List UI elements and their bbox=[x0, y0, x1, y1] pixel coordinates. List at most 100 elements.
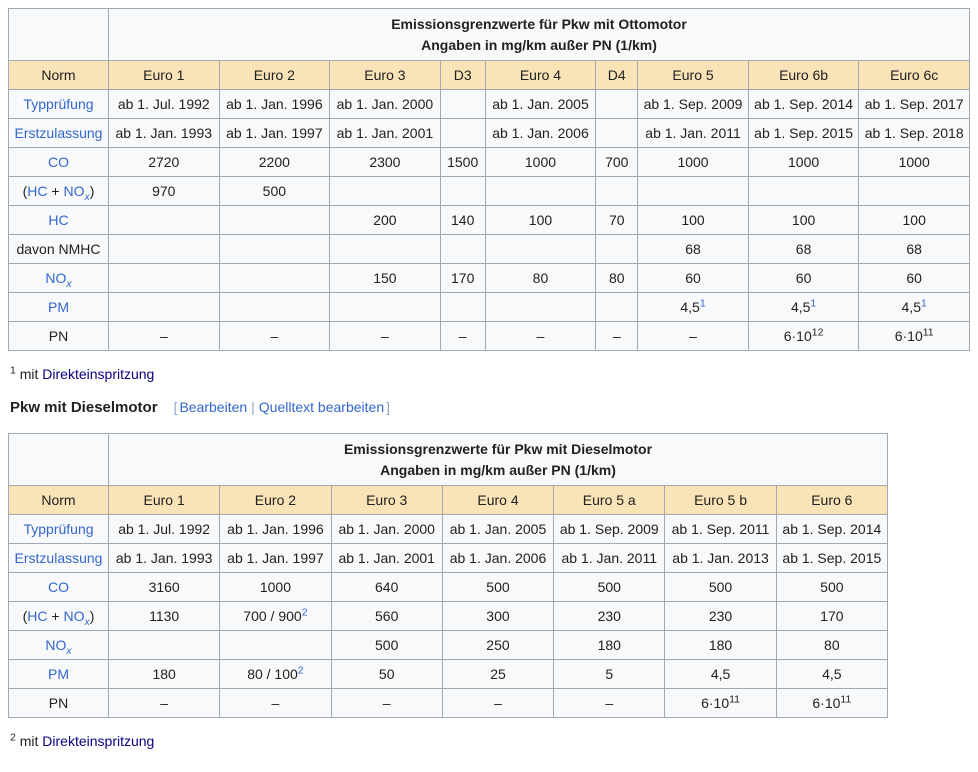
table-cell: ab 1. Jul. 1992 bbox=[108, 89, 220, 119]
erstzulassung-link[interactable]: Erstzulassung bbox=[14, 125, 103, 141]
page-content: Emissionsgrenzwerte für Pkw mit Ottomoto… bbox=[8, 8, 970, 749]
table-cell: – bbox=[595, 321, 639, 351]
row-erstzulassung: Erstzulassung ab 1. Jan. 1993 ab 1. Jan. 1… bbox=[8, 543, 889, 573]
table-cell bbox=[595, 89, 639, 119]
nox-link[interactable]: x bbox=[84, 615, 90, 628]
text-segment: 4,5 bbox=[680, 299, 700, 315]
table-cell: 700 / 9002 bbox=[219, 601, 332, 631]
column-header-euro-2: Euro 2 bbox=[219, 485, 332, 515]
table-cell: 300 bbox=[441, 601, 555, 631]
footnote-ref-2[interactable]: 2 bbox=[297, 664, 304, 677]
superscript: 2 bbox=[302, 606, 308, 618]
table-cell: 4,51 bbox=[858, 292, 970, 322]
table-cell: ab 1. Jan. 2001 bbox=[329, 118, 441, 148]
erstzulassung-link[interactable]: Erstzulassung bbox=[14, 550, 103, 566]
direkteinspritzung-link[interactable]: Direkteinspritzung bbox=[42, 366, 155, 382]
table-cell: 200 bbox=[329, 205, 441, 235]
column-header-euro-6: Euro 6 bbox=[775, 485, 889, 515]
table-cell: 1000 bbox=[858, 147, 970, 177]
column-header-euro-4: Euro 4 bbox=[484, 60, 597, 90]
table-corner-cell bbox=[8, 8, 109, 61]
subscript: x bbox=[84, 616, 89, 628]
nox-link[interactable]: NO bbox=[63, 183, 85, 199]
table-cell: ab 1. Jan. 2013 bbox=[664, 543, 777, 573]
table-cell: 5 bbox=[553, 659, 666, 689]
table-cell: – bbox=[637, 321, 749, 351]
nox-link[interactable]: NO bbox=[45, 270, 67, 286]
pm-link[interactable]: PM bbox=[48, 666, 69, 682]
row-pn: PN – – – – – – –6·1012 6·1011 bbox=[8, 321, 970, 351]
co-link[interactable]: CO bbox=[48, 154, 69, 170]
co-link[interactable]: CO bbox=[48, 579, 69, 595]
edit-link[interactable]: Bearbeiten bbox=[179, 399, 248, 415]
table-cell bbox=[439, 292, 486, 322]
direkteinspritzung-link[interactable]: Direkteinspritzung bbox=[42, 733, 155, 749]
norm-header-row: Norm Euro 1 Euro 2 Euro 3 D3 Euro 4 D4 Euro 5 Eu… bbox=[8, 60, 970, 90]
table-title-line2: Angaben in mg/km außer PN (1/km) bbox=[380, 461, 616, 478]
table-cell: ab 1. Jan. 2006 bbox=[484, 118, 597, 148]
row-typpruefung: Typprüfung ab 1. Jul. 1992 ab 1. Jan. 1996… bbox=[8, 89, 970, 119]
footnote-ref-2[interactable]: 2 bbox=[301, 606, 308, 619]
footnote-otto: 1 mit Direkteinspritzung bbox=[10, 364, 970, 382]
nox-link[interactable]: x bbox=[84, 190, 90, 203]
table-cell: 60 bbox=[858, 263, 970, 293]
table-cell: 500 bbox=[553, 572, 666, 602]
nox-link[interactable]: NO bbox=[45, 637, 67, 653]
table-cell: ab 1. Sep. 2017 bbox=[858, 89, 970, 119]
hc-link[interactable]: HC bbox=[27, 183, 48, 199]
footnote-ref-1[interactable]: 1 bbox=[699, 297, 706, 310]
text-segment: ( bbox=[22, 608, 28, 624]
row-label: Typprüfung bbox=[8, 514, 109, 544]
table-cell bbox=[858, 176, 970, 206]
row-nox: NOx 500 250 180 180 80 bbox=[8, 630, 889, 660]
table-cell: 500 bbox=[775, 572, 889, 602]
nox-link[interactable]: NO bbox=[63, 608, 85, 624]
table-cell: – bbox=[108, 321, 220, 351]
hc-link[interactable]: HC bbox=[48, 212, 69, 228]
table-cell: ab 1. Sep. 2009 bbox=[637, 89, 749, 119]
footnote-ref-1[interactable]: 1 bbox=[810, 297, 817, 310]
table-cell: 68 bbox=[858, 234, 970, 264]
table-cell: 230 bbox=[553, 601, 666, 631]
row-label: Typprüfung bbox=[8, 89, 109, 119]
table-cell: ab 1. Sep. 2009 bbox=[553, 514, 666, 544]
row-label: PM bbox=[8, 292, 109, 322]
table-cell bbox=[218, 234, 331, 264]
pm-link[interactable]: PM bbox=[48, 299, 69, 315]
table-cell: ab 1. Jan. 1997 bbox=[218, 118, 331, 148]
nox-link[interactable]: x bbox=[66, 644, 72, 657]
column-header-euro-3: Euro 3 bbox=[330, 485, 443, 515]
table-cell: 170 bbox=[439, 263, 486, 293]
table-cell: 970 bbox=[108, 176, 220, 206]
table-cell: 250 bbox=[441, 630, 555, 660]
edit-source-link[interactable]: Quelltext bearbeiten bbox=[258, 399, 385, 415]
column-header-euro-3: Euro 3 bbox=[329, 60, 441, 90]
row-co: CO 2720 2200 2300 1500 1000 700 1000 1000 1000 bbox=[8, 147, 970, 177]
text-segment: 4,5 bbox=[901, 299, 921, 315]
subscript: x bbox=[66, 645, 71, 657]
text-segment: 80 / 100 bbox=[247, 666, 298, 682]
text-segment: ( bbox=[22, 183, 28, 199]
norm-header-cell: Norm bbox=[8, 60, 109, 90]
row-label: HC bbox=[8, 205, 109, 235]
table-cell: 560 bbox=[330, 601, 443, 631]
norm-header-cell: Norm bbox=[8, 485, 109, 515]
nox-link[interactable]: x bbox=[66, 277, 72, 290]
footnote-marker: 2 bbox=[10, 731, 16, 744]
footnote-ref-1[interactable]: 1 bbox=[921, 297, 927, 310]
footnote-marker: 1 bbox=[10, 364, 16, 377]
table-title: Emissionsgrenzwerte für Pkw mit Ottomoto… bbox=[108, 8, 970, 61]
row-hc-plus-nox: (HC + NOx) 970 500 bbox=[8, 176, 970, 206]
typpruefung-link[interactable]: Typprüfung bbox=[23, 96, 94, 112]
table-cell: 80 / 1002 bbox=[219, 659, 332, 689]
row-nox: NOx 150 170 80 80 60 60 60 bbox=[8, 263, 970, 293]
table-cell: 80 bbox=[484, 263, 597, 293]
table-title-line2: Angaben in mg/km außer PN (1/km) bbox=[421, 36, 657, 53]
table-cell: – bbox=[439, 321, 486, 351]
table-cell bbox=[329, 292, 441, 322]
table-cell: 2300 bbox=[329, 147, 441, 177]
typpruefung-link[interactable]: Typprüfung bbox=[23, 521, 94, 537]
table-cell: 150 bbox=[329, 263, 441, 293]
hc-link[interactable]: HC bbox=[27, 608, 48, 624]
row-davon-nmhc: davon NMHC 68 68 68 bbox=[8, 234, 970, 264]
